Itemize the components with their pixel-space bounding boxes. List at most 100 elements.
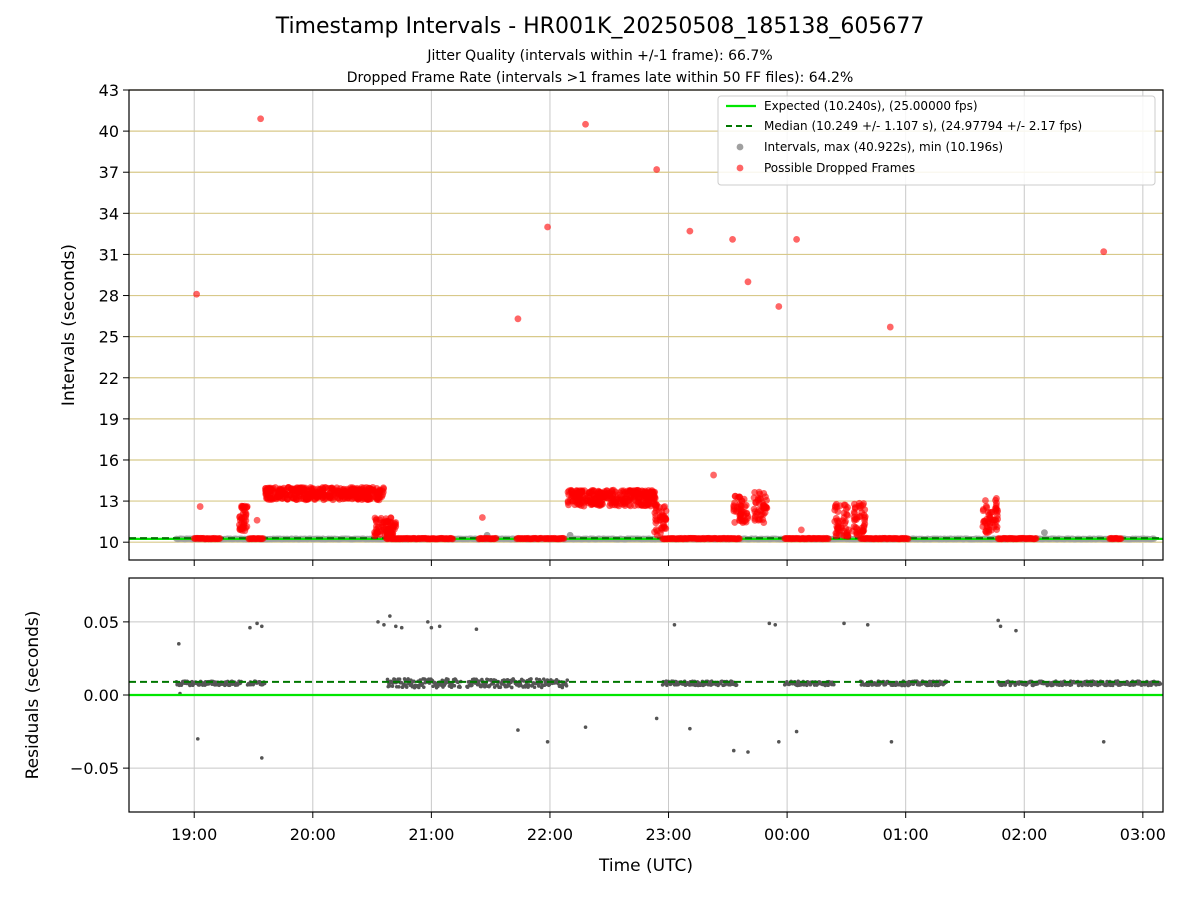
- residual-point: [583, 725, 588, 729]
- residual-point: [1115, 679, 1120, 683]
- dropped-frame-point: [833, 523, 841, 531]
- dropped-frame-point: [760, 510, 767, 518]
- residual-point: [470, 683, 474, 687]
- dropped-frame-point: [371, 514, 379, 522]
- dropped-frame-point: [834, 508, 842, 516]
- dropped-frame-point: [334, 494, 342, 502]
- dropped-frame-point: [993, 512, 1001, 520]
- residual-point: [654, 716, 659, 721]
- legend-entry: Expected (10.240s), (25.00000 fps): [764, 99, 978, 113]
- residual-point: [731, 748, 736, 753]
- residual-point: [177, 642, 181, 646]
- residual-point: [1069, 682, 1074, 687]
- dropped-frame-point: [375, 523, 383, 531]
- dropped-frame-point: [760, 489, 768, 497]
- dropped-frame-point: [842, 505, 850, 513]
- dropped-frame-point: [751, 512, 759, 520]
- dropped-frame-point: [984, 518, 992, 526]
- dropped-frame-point: [1117, 535, 1125, 542]
- dropped-frame-point: [653, 166, 661, 173]
- dropped-frame-point: [449, 535, 457, 543]
- y-axis-label: Residuals (seconds): [23, 611, 43, 780]
- dropped-frame-point: [735, 505, 743, 513]
- dropped-frame-point: [622, 493, 630, 500]
- residual-point: [426, 620, 430, 624]
- residual-point: [545, 740, 550, 744]
- dropped-frame-point: [366, 485, 374, 493]
- dropped-frame-point: [576, 495, 584, 503]
- dropped-frame-point: [283, 495, 291, 503]
- dropped-frame-point: [763, 496, 770, 504]
- y-tick-label: 25: [99, 328, 119, 347]
- dropped-frame-point: [345, 494, 353, 502]
- y-tick-label: 28: [99, 287, 119, 306]
- y-tick-label: 37: [99, 163, 119, 182]
- y-tick-label: 13: [99, 492, 119, 511]
- dropped-frame-point: [653, 527, 661, 535]
- dropped-frame-point: [277, 491, 285, 498]
- dropped-frame-point: [380, 485, 387, 493]
- dropped-frame-point: [652, 519, 660, 527]
- residual-point: [385, 677, 390, 682]
- residual-point: [746, 750, 750, 754]
- residual-point: [565, 678, 570, 682]
- dropped-frame-point: [588, 500, 596, 508]
- dropped-frame-point: [492, 534, 500, 542]
- residual-point: [773, 623, 778, 627]
- dropped-frame-point: [744, 278, 752, 286]
- y-tick-label: −0.05: [70, 759, 119, 778]
- dropped-frame-point: [886, 323, 894, 331]
- dropped-frame-point: [240, 513, 248, 521]
- residual-point: [195, 737, 200, 741]
- dropped-frame-point: [257, 115, 265, 123]
- residual-point: [734, 683, 739, 687]
- residual-point: [260, 624, 264, 629]
- dropped-frame-point: [851, 516, 858, 524]
- dropped-frame-point: [596, 502, 603, 509]
- dropped-frame-point: [631, 492, 639, 500]
- residual-point: [532, 685, 537, 690]
- residual-point: [397, 685, 401, 689]
- residual-point: [390, 684, 395, 688]
- dropped-frame-point: [375, 496, 383, 504]
- y-tick-label: 0.05: [83, 613, 119, 632]
- residual-point: [832, 682, 836, 687]
- residual-point: [865, 623, 870, 627]
- legend-box: [717, 95, 1156, 186]
- chart-title: Timestamp Intervals - HR001K_20250508_18…: [275, 14, 925, 39]
- dropped-frame-point: [273, 495, 280, 503]
- residual-point: [446, 677, 450, 682]
- chart-subtitle-dropped: Dropped Frame Rate (intervals >1 frames …: [346, 70, 854, 86]
- legend: Expected (10.240s), (25.00000 fps) Median…: [717, 95, 1156, 186]
- y-tick-label: 10: [99, 533, 119, 552]
- residual-point: [507, 684, 511, 688]
- residual-point: [794, 729, 799, 734]
- dropped-frame-point: [373, 485, 381, 492]
- residual-point: [404, 685, 409, 689]
- residual-point: [458, 685, 462, 689]
- residual-point: [399, 625, 404, 630]
- dropped-frame-point: [904, 535, 912, 543]
- x-tick-label: 21:00: [408, 825, 454, 844]
- residual-point: [564, 684, 569, 688]
- dropped-frame-point: [754, 496, 762, 504]
- residual-point: [529, 677, 533, 681]
- y-tick-label: 34: [99, 204, 119, 223]
- residual-point: [429, 625, 434, 630]
- dropped-frame-point: [371, 529, 378, 536]
- dropped-frame-point: [582, 120, 589, 128]
- dropped-frame-point: [302, 494, 310, 502]
- dropped-frame-point: [797, 526, 805, 534]
- dropped-frame-point: [982, 502, 990, 510]
- dropped-frame-point: [1100, 248, 1108, 256]
- dropped-frame-point: [266, 496, 274, 503]
- dropped-frame-point: [391, 519, 399, 527]
- dropped-frame-point: [861, 517, 869, 524]
- residual-point: [842, 621, 846, 626]
- interval-point: [566, 531, 574, 539]
- x-tick-label: 01:00: [883, 825, 929, 844]
- residual-point: [777, 740, 781, 744]
- dropped-frame-point: [293, 484, 301, 492]
